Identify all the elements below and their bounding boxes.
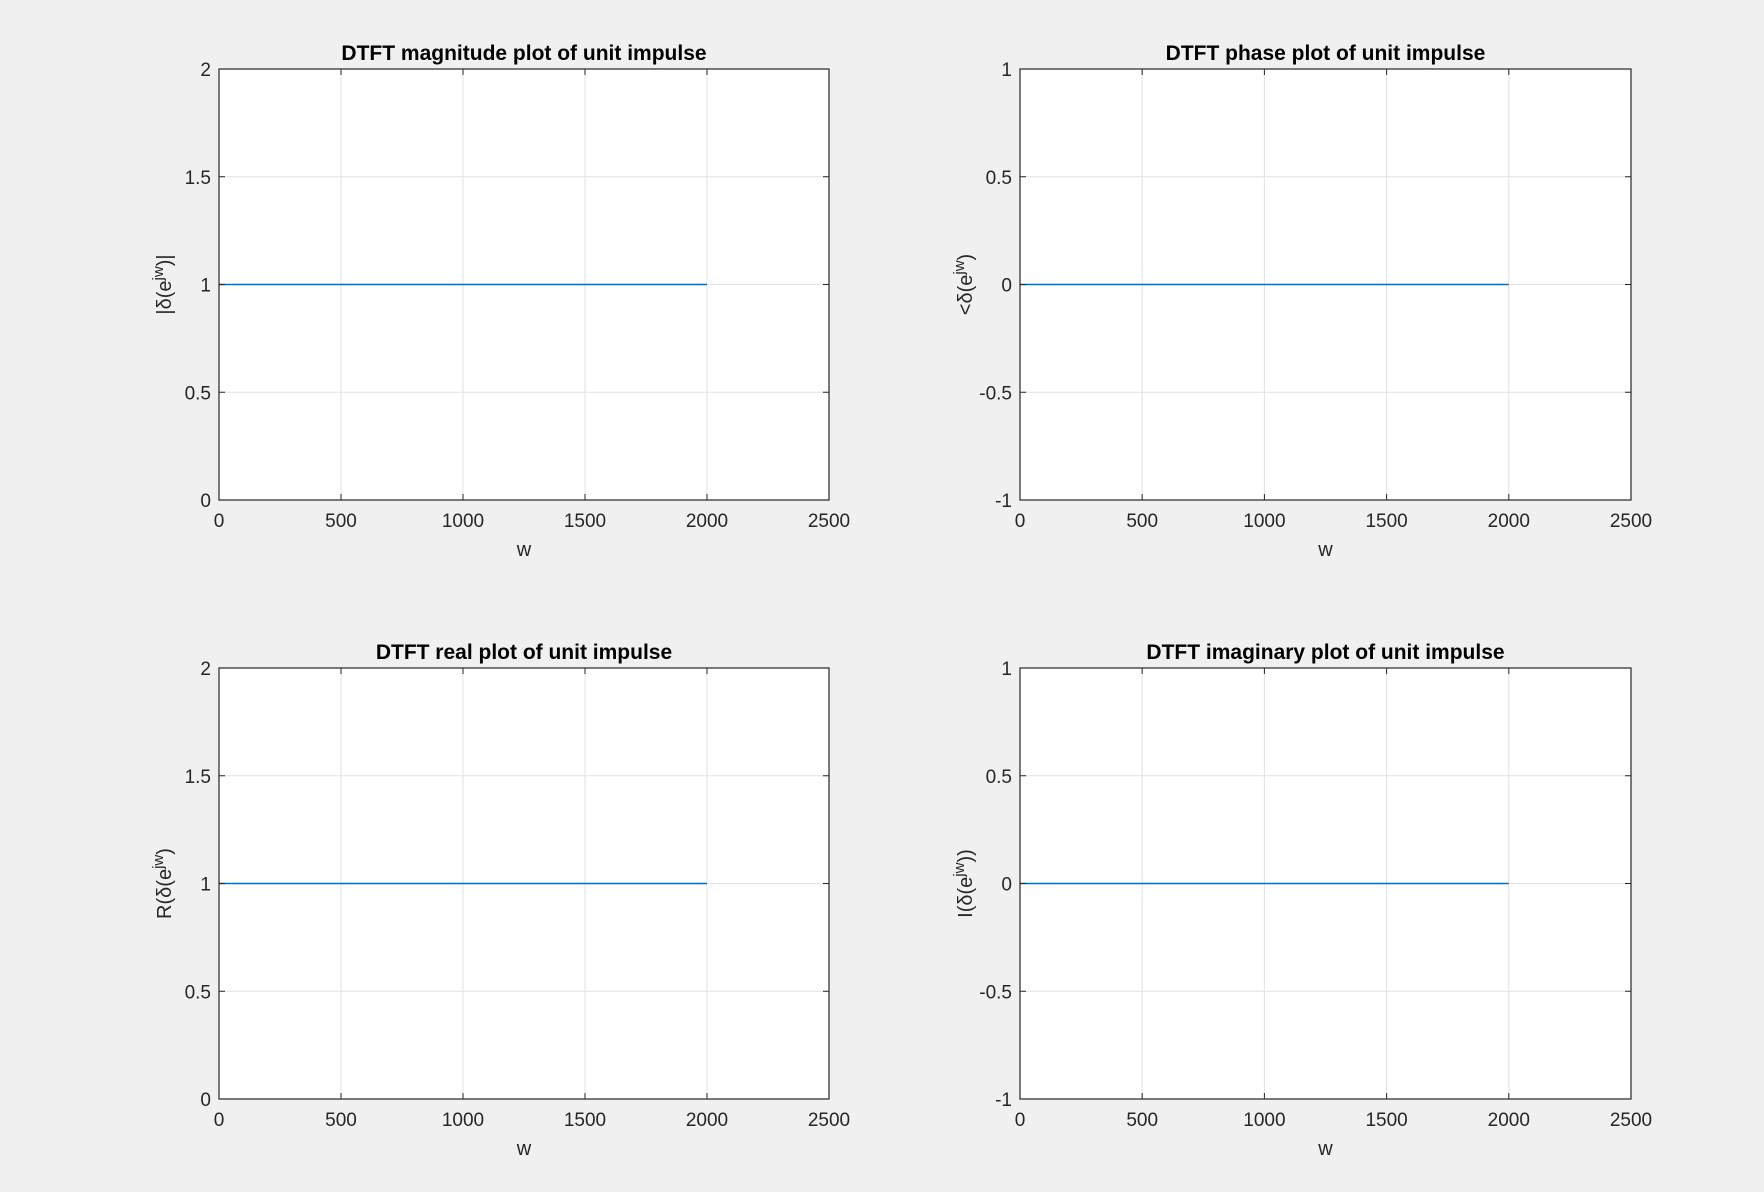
- x-tick-label: 2500: [808, 511, 850, 532]
- y-tick-label: 1.5: [185, 767, 211, 788]
- y-tick-label: -1: [995, 491, 1012, 512]
- x-tick-label: 1000: [442, 511, 484, 532]
- y-tick-label: 0.5: [986, 168, 1012, 189]
- y-axis-label: I(δ(ejw)): [951, 849, 978, 918]
- y-tick-label: -0.5: [979, 383, 1012, 404]
- y-tick-label: 0: [1001, 276, 1012, 297]
- y-tick-label: 1: [1001, 659, 1012, 680]
- chart-title: DTFT phase plot of unit impulse: [1166, 42, 1486, 65]
- y-axis-label: |δ(ejw)|: [150, 254, 177, 314]
- x-tick-label: 2000: [1488, 511, 1530, 532]
- y-tick-label: 2: [200, 60, 211, 81]
- x-tick-label: 500: [325, 511, 357, 532]
- x-tick-label: 1500: [564, 1110, 606, 1131]
- x-tick-label: 1000: [1243, 1110, 1285, 1131]
- y-tick-label: -1: [995, 1090, 1012, 1111]
- x-axis-label: w: [516, 1138, 532, 1160]
- y-axis-label: R(δ(ejw): [150, 848, 177, 919]
- y-tick-label: -0.5: [979, 982, 1012, 1003]
- y-tick-label: 0: [1001, 875, 1012, 896]
- subplot-real: 0 500 1000 1500 2000 2500 0 0.5 1 1.5 2 DTFT real p…: [150, 641, 851, 1160]
- x-tick-label: 500: [325, 1110, 357, 1131]
- chart-title: DTFT real plot of unit impulse: [376, 641, 672, 664]
- y-tick-label: 0.5: [986, 767, 1012, 788]
- x-tick-label: 500: [1126, 1110, 1158, 1131]
- x-tick-label: 1000: [442, 1110, 484, 1131]
- x-axis-label: w: [1317, 539, 1333, 561]
- y-axis-label: <δ(ejw): [951, 254, 978, 315]
- x-tick-label: 1500: [1365, 1110, 1407, 1131]
- x-tick-label: 1500: [1365, 511, 1407, 532]
- y-tick-label: 1: [200, 276, 211, 297]
- y-tick-label: 1: [1001, 60, 1012, 81]
- x-axis-label: w: [1317, 1138, 1333, 1160]
- x-tick-label: 0: [1015, 511, 1026, 532]
- y-tick-label: 0.5: [185, 982, 211, 1003]
- chart-title: DTFT magnitude plot of unit impulse: [341, 42, 706, 65]
- subplot-magnitude: 0 500 1000 1500 2000 2500 0 0.5 1 1.5 2 DTFT magnit…: [150, 42, 851, 561]
- x-tick-label: 1000: [1243, 511, 1285, 532]
- y-tick-label: 2: [200, 659, 211, 680]
- y-tick-label: 1: [200, 875, 211, 896]
- chart-title: DTFT imaginary plot of unit impulse: [1146, 641, 1504, 664]
- y-tick-label: 1.5: [185, 168, 211, 189]
- x-tick-label: 2000: [1488, 1110, 1530, 1131]
- x-tick-label: 0: [214, 511, 225, 532]
- y-tick-label: 0: [200, 1090, 211, 1111]
- x-tick-label: 0: [1015, 1110, 1026, 1131]
- x-tick-label: 1500: [564, 511, 606, 532]
- x-tick-label: 2500: [808, 1110, 850, 1131]
- x-axis-label: w: [516, 539, 532, 561]
- x-tick-label: 2000: [686, 1110, 728, 1131]
- x-tick-label: 500: [1126, 511, 1158, 532]
- y-tick-label: 0: [200, 491, 211, 512]
- x-tick-label: 0: [214, 1110, 225, 1131]
- subplot-imaginary: 0 500 1000 1500 2000 2500 -1 -0.5 0 0.5 1 DTFT imag…: [951, 641, 1653, 1160]
- x-tick-label: 2500: [1610, 1110, 1652, 1131]
- subplot-phase: 0 500 1000 1500 2000 2500 -1 -0.5 0 0.5 1 DTFT phas…: [951, 42, 1653, 561]
- x-tick-label: 2500: [1610, 511, 1652, 532]
- x-tick-label: 2000: [686, 511, 728, 532]
- y-tick-label: 0.5: [185, 383, 211, 404]
